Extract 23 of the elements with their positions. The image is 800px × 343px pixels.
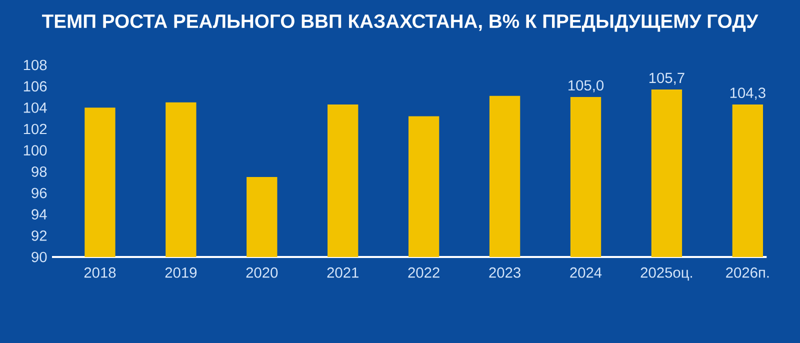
y-tick-label: 106 (24, 81, 47, 92)
chart-title: ТЕМП РОСТА РЕАЛЬНОГО ВВП КАЗАХСТАНА, В% К ПРЕДЫДУЩЕМУ ГОДУ (42, 14, 758, 32)
x-tick-label: 2021 (327, 267, 358, 278)
y-tick-label: 108 (24, 60, 47, 70)
y-tick-label: 90 (32, 252, 47, 262)
y-tick-label: 104 (24, 102, 47, 113)
x-tick-label: 2022 (408, 267, 440, 278)
y-tick-label: 94 (32, 209, 47, 220)
y-tick-label: 100 (24, 145, 47, 156)
data-label: 105,7 (649, 72, 684, 85)
x-tick-label: 2019 (165, 267, 197, 278)
x-tick-label: 2024 (570, 267, 602, 278)
y-tick-label: 102 (24, 124, 47, 134)
x-tick-label: 2018 (84, 267, 116, 278)
x-tick-label: 2020 (246, 267, 278, 278)
y-tick-label: 98 (32, 166, 47, 177)
x-tick-label: 2023 (489, 267, 520, 278)
x-tick-label: 2026п. (726, 267, 769, 278)
data-label: 105,0 (568, 80, 604, 92)
data-label: 104,3 (730, 88, 766, 100)
y-tick-label: 96 (32, 188, 47, 198)
x-tick-label: 2025оц. (640, 267, 692, 281)
y-tick-label: 92 (32, 230, 47, 241)
